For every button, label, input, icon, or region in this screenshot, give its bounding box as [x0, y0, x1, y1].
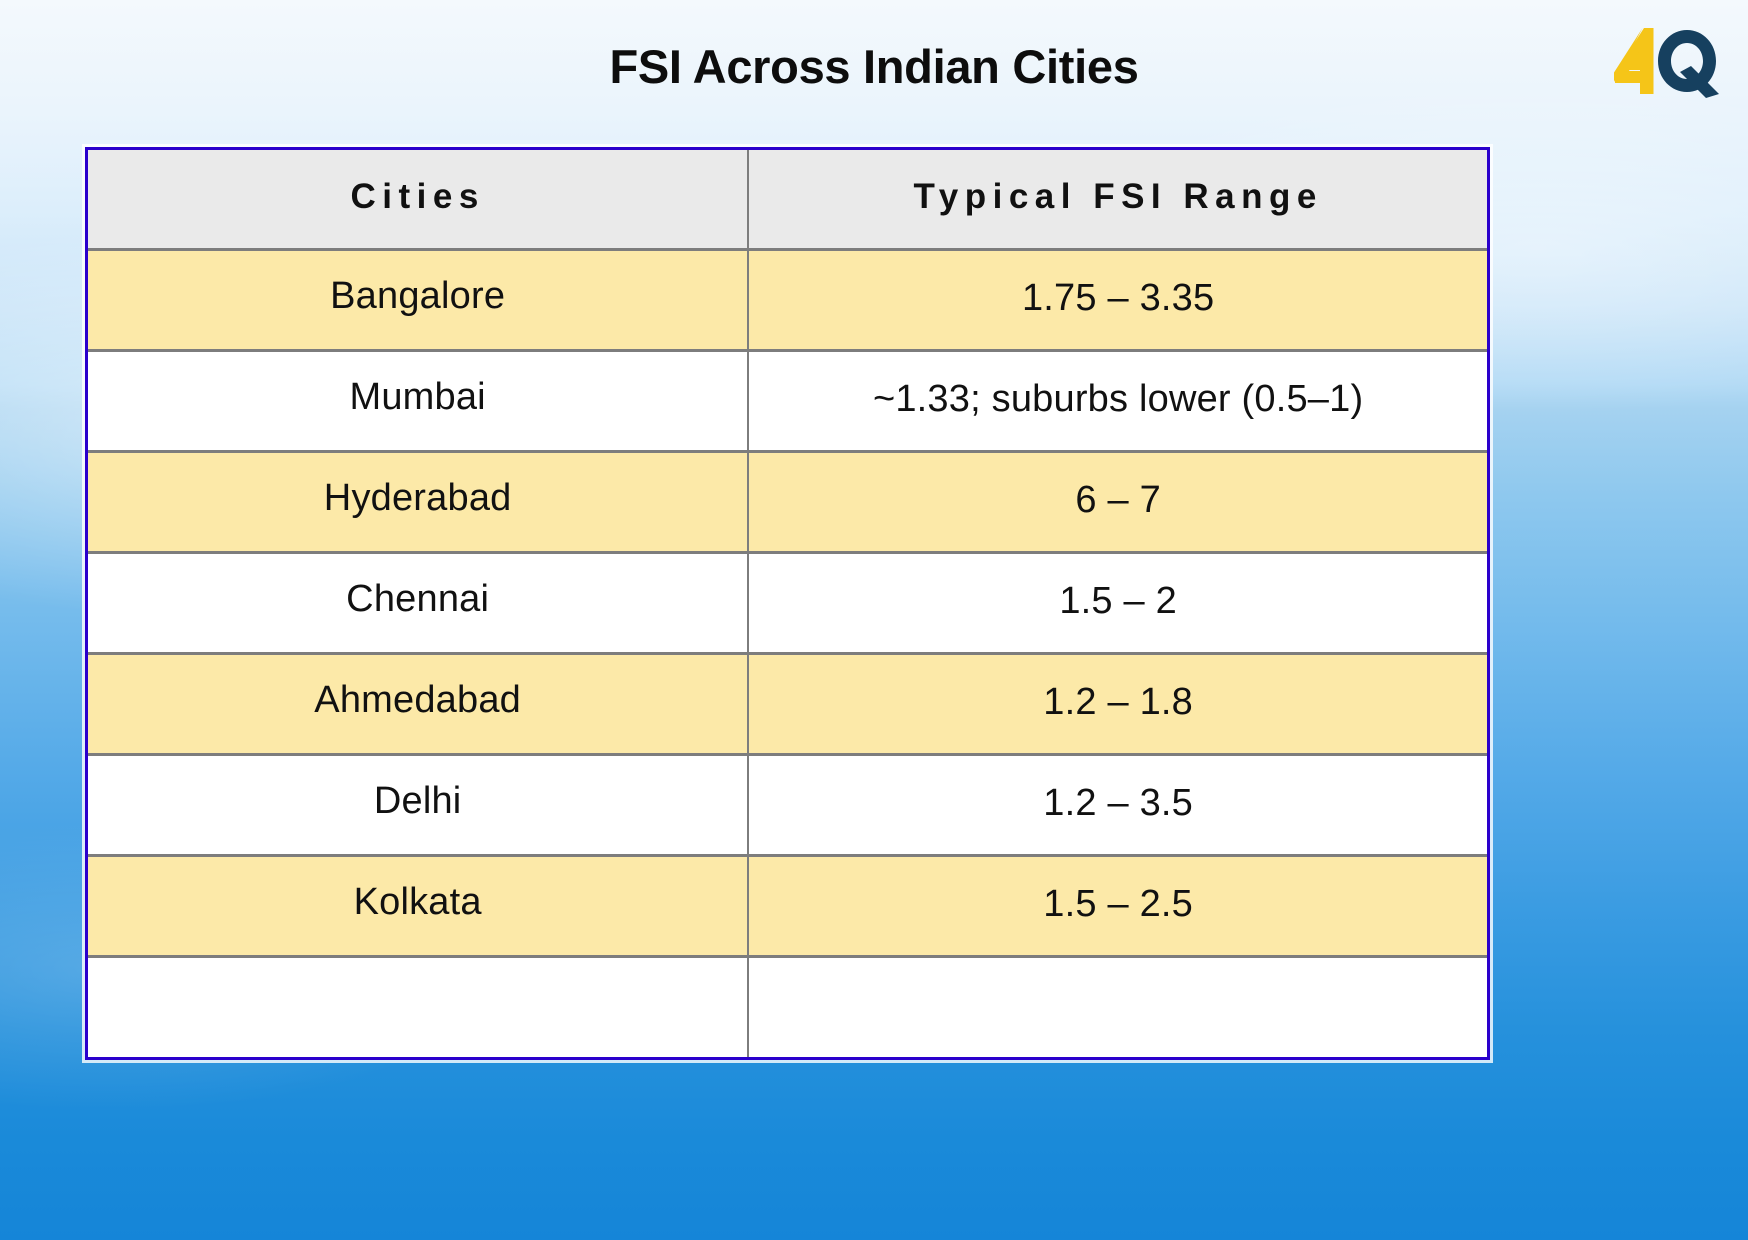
cell-city: Mumbai: [88, 350, 750, 453]
cell-range: 1.5 – 2: [748, 552, 1487, 655]
cell-range: 1.2 – 1.8: [748, 653, 1487, 756]
brand-logo-4q: [1606, 24, 1724, 98]
table-body: Bangalore 1.75 – 3.35 Mumbai ~1.33; subu…: [88, 249, 1487, 1057]
cell-city: Hyderabad: [88, 451, 750, 554]
table-row: Hyderabad 6 – 7: [88, 451, 1487, 554]
table-header-row: Cities Typical FSI Range: [88, 150, 1487, 251]
table-row: Bangalore 1.75 – 3.35: [88, 249, 1487, 352]
logo-letter-q-icon: [1658, 30, 1719, 98]
table-row: Delhi 1.2 – 3.5: [88, 754, 1487, 857]
cell-range: 6 – 7: [748, 451, 1487, 554]
cell-range: ~1.33; suburbs lower (0.5–1): [748, 350, 1487, 453]
cell-city: [88, 956, 750, 1057]
cell-range: [748, 956, 1487, 1057]
column-header-fsi-range: Typical FSI Range: [748, 150, 1487, 251]
cell-city: Kolkata: [88, 855, 750, 958]
table-row: Kolkata 1.5 – 2.5: [88, 855, 1487, 958]
cell-range: 1.75 – 3.35: [748, 249, 1487, 352]
logo-digit-4-icon: [1614, 28, 1654, 94]
table-row: Mumbai ~1.33; suburbs lower (0.5–1): [88, 350, 1487, 453]
page-title: FSI Across Indian Cities: [609, 40, 1139, 93]
table-header: Cities Typical FSI Range: [88, 150, 1487, 251]
table-row-empty: [88, 956, 1487, 1057]
cell-city: Chennai: [88, 552, 750, 655]
cell-range: 1.2 – 3.5: [748, 754, 1487, 857]
cell-city: Bangalore: [88, 249, 750, 352]
cell-city: Ahmedabad: [88, 653, 750, 756]
cell-city: Delhi: [88, 754, 750, 857]
page-header: FSI Across Indian Cities: [0, 0, 1748, 148]
column-header-cities: Cities: [88, 150, 750, 251]
table-row: Chennai 1.5 – 2: [88, 552, 1487, 655]
cell-range: 1.5 – 2.5: [748, 855, 1487, 958]
table-row: Ahmedabad 1.2 – 1.8: [88, 653, 1487, 756]
fsi-table: Cities Typical FSI Range Bangalore 1.75 …: [88, 150, 1487, 1057]
fsi-table-container: Cities Typical FSI Range Bangalore 1.75 …: [85, 147, 1490, 1060]
